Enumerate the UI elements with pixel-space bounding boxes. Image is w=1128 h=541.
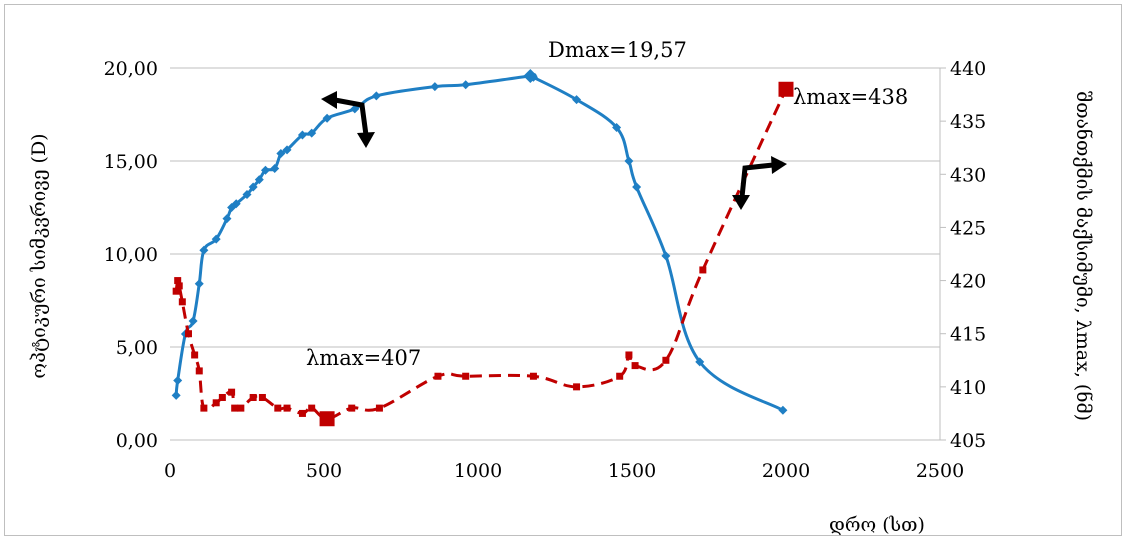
x-tick-label: 2000 bbox=[762, 460, 810, 482]
y2-tick-label: 405 bbox=[950, 430, 986, 452]
data-point-density bbox=[632, 182, 642, 192]
data-point-lambda bbox=[231, 404, 239, 412]
x-tick-label: 0 bbox=[164, 460, 176, 482]
y2-axis-title: შთანთქმის მაქსიმუმი, λmax, (ნმ) bbox=[1072, 91, 1094, 421]
series-absorption-max bbox=[172, 81, 794, 427]
data-point-lambda bbox=[178, 298, 186, 306]
data-point-lambda bbox=[191, 351, 199, 359]
y-tick-label: 15,00 bbox=[104, 151, 158, 173]
data-point-lambda bbox=[778, 81, 794, 97]
series-optical-density bbox=[171, 68, 788, 415]
x-tick-label: 2500 bbox=[916, 460, 964, 482]
data-point-density bbox=[194, 279, 204, 289]
data-point-lambda bbox=[174, 277, 182, 285]
data-point-lambda bbox=[573, 383, 581, 391]
x-tick-label: 500 bbox=[306, 460, 342, 482]
data-point-density bbox=[350, 104, 360, 114]
data-point-density bbox=[276, 149, 286, 159]
y2-tick-label: 435 bbox=[950, 111, 986, 133]
data-point-density bbox=[231, 199, 241, 209]
x-tick-label: 1000 bbox=[454, 460, 502, 482]
data-point-lambda bbox=[218, 393, 226, 401]
annotation-lmax-low: λmax=407 bbox=[306, 346, 421, 370]
data-point-lambda bbox=[175, 282, 183, 290]
data-point-lambda bbox=[319, 411, 335, 427]
data-point-density bbox=[528, 72, 538, 82]
data-point-lambda bbox=[631, 362, 639, 370]
y-tick-label: 20,00 bbox=[104, 58, 158, 80]
data-point-density bbox=[270, 163, 280, 173]
data-point-density bbox=[624, 156, 634, 166]
data-point-lambda bbox=[237, 404, 245, 412]
data-point-lambda bbox=[172, 287, 180, 295]
x-axis-title: დრო (სთ) bbox=[829, 514, 925, 536]
data-point-density bbox=[430, 82, 440, 92]
data-point-density bbox=[242, 189, 252, 199]
data-point-density bbox=[188, 316, 198, 326]
data-point-lambda bbox=[249, 393, 257, 401]
arrow-to-left-axis-icon bbox=[321, 91, 375, 148]
data-point-lambda bbox=[298, 409, 306, 417]
annotation-lmax-high: λmax=438 bbox=[793, 85, 908, 109]
data-point-lambda bbox=[283, 404, 291, 412]
data-point-density bbox=[572, 95, 582, 105]
chart-frame: 0,00 5,00 10,00 15,00 20,00 405 410 415 420 425 4… bbox=[4, 4, 1122, 536]
data-point-density bbox=[260, 165, 270, 175]
data-point-density bbox=[199, 245, 209, 255]
gridlines bbox=[170, 67, 940, 441]
data-point-density bbox=[254, 175, 264, 185]
data-point-density bbox=[695, 357, 705, 367]
data-point-lambda bbox=[184, 330, 192, 338]
data-point-density bbox=[248, 182, 258, 192]
data-point-lambda bbox=[228, 388, 236, 396]
right-axis-ticks: 405 410 415 420 425 430 435 440 bbox=[940, 58, 986, 452]
y-tick-label: 0,00 bbox=[116, 430, 158, 452]
left-axis-ticks: 0,00 5,00 10,00 15,00 20,00 bbox=[104, 58, 158, 452]
data-point-lambda bbox=[625, 351, 633, 359]
y2-tick-label: 430 bbox=[950, 164, 986, 186]
data-point-density bbox=[211, 234, 221, 244]
data-point-density bbox=[171, 390, 181, 400]
series-line-density bbox=[174, 73, 784, 412]
y2-tick-label: 425 bbox=[950, 217, 986, 239]
data-point-density bbox=[173, 375, 183, 385]
data-point-lambda bbox=[195, 367, 203, 375]
data-point-lambda bbox=[662, 356, 670, 364]
data-point-density bbox=[307, 128, 317, 138]
y-tick-label: 10,00 bbox=[104, 244, 158, 266]
data-point-density bbox=[461, 80, 471, 90]
data-point-lambda bbox=[200, 404, 208, 412]
data-point-density bbox=[297, 130, 307, 140]
data-point-lambda bbox=[462, 372, 470, 380]
data-point-density bbox=[371, 91, 381, 101]
x-axis-ticks: 0 500 1000 1500 2000 2500 bbox=[164, 460, 964, 482]
arrow-to-right-axis-icon bbox=[732, 156, 787, 210]
data-point-density bbox=[222, 214, 232, 224]
y2-tick-label: 410 bbox=[950, 377, 986, 399]
data-point-lambda bbox=[258, 393, 266, 401]
data-point-density bbox=[661, 251, 671, 261]
data-point-lambda bbox=[616, 372, 624, 380]
data-point-lambda bbox=[529, 372, 537, 380]
data-point-density bbox=[778, 405, 788, 415]
data-point-lambda bbox=[699, 266, 707, 274]
y2-tick-label: 420 bbox=[950, 271, 986, 293]
data-point-lambda bbox=[375, 404, 383, 412]
y-tick-label: 5,00 bbox=[116, 337, 158, 359]
x-tick-label: 1500 bbox=[608, 460, 656, 482]
y2-tick-label: 415 bbox=[950, 324, 986, 346]
y-axis-title: ოპტიკური სიმკვრივე (D) bbox=[28, 133, 50, 378]
data-point-lambda bbox=[274, 404, 282, 412]
data-point-lambda bbox=[212, 399, 220, 407]
data-point-lambda bbox=[308, 404, 316, 412]
data-point-density bbox=[322, 113, 332, 123]
data-point-density bbox=[612, 123, 622, 133]
y2-tick-label: 440 bbox=[950, 58, 986, 80]
data-point-lambda bbox=[348, 404, 356, 412]
annotation-dmax: Dmax=19,57 bbox=[548, 38, 687, 62]
data-point-density bbox=[282, 145, 292, 155]
data-point-lambda bbox=[434, 372, 442, 380]
